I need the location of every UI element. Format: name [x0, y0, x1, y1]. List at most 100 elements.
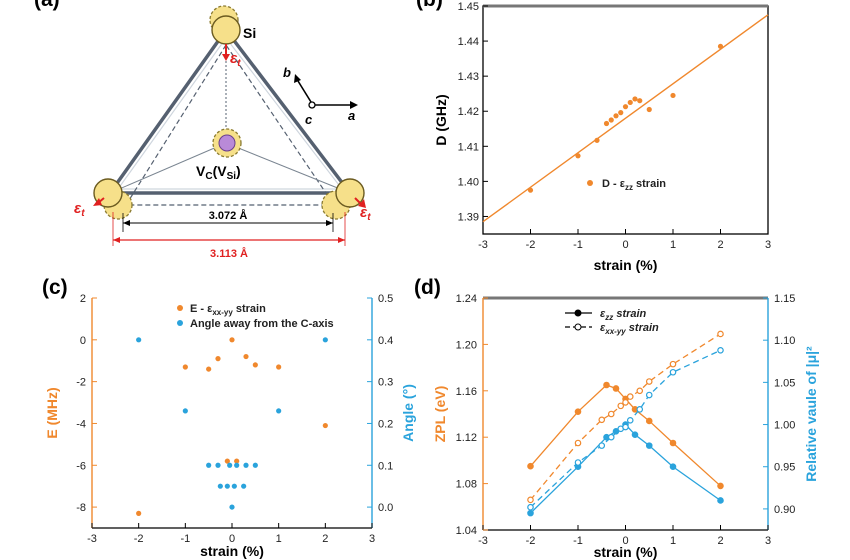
series-point — [645, 442, 653, 449]
legend-marker — [177, 320, 183, 326]
y-tick-label: 1.39 — [458, 211, 479, 223]
solid-series-line — [530, 423, 721, 514]
strain-arrow-right — [354, 197, 362, 205]
axis-origin — [308, 101, 316, 109]
angle-data-point — [322, 337, 328, 343]
chart-b-strain-vs-D: -3 -2 -1 0 1 2 3 1.39 1.40 1.41 1.42 1.43 1.44 1.45 st… — [433, 1, 771, 273]
axis-c-label: c — [305, 112, 313, 127]
legend-label-sub: xx-yy — [212, 308, 233, 317]
panel-d-letter: (d) — [414, 276, 441, 299]
series-point — [631, 431, 639, 438]
legend-label: εzz strain — [600, 308, 647, 322]
series-point — [636, 387, 644, 395]
x-tick-label: 1 — [276, 533, 282, 545]
right-y-axis-title: Relative vaule of |μ|² — [803, 346, 819, 482]
strain-arrowhead-left — [93, 198, 102, 206]
series-point — [574, 439, 582, 447]
x-tick-label: -3 — [478, 239, 488, 251]
E-data-point — [252, 362, 258, 368]
legend-label-main: E - ε — [190, 303, 213, 315]
fit-line — [482, 14, 769, 223]
strain-label-top: εt — [230, 50, 241, 69]
left-y-tick-label: 1.12 — [456, 432, 477, 444]
legend-label-main: ε — [600, 308, 606, 320]
strain-label-right: εt — [360, 204, 371, 223]
E-data-point — [243, 353, 249, 360]
right-y-tick-label: 1.05 — [774, 377, 795, 389]
left-y-tick-label: -8 — [76, 502, 86, 514]
data-point — [622, 104, 629, 110]
left-y-tick-label: -6 — [76, 460, 86, 472]
data-point — [603, 120, 610, 127]
right-y-tick-label: 1.15 — [774, 293, 795, 305]
data-point — [637, 98, 643, 104]
series-point — [527, 462, 534, 470]
E-data-point — [136, 510, 142, 516]
E-data-point — [224, 458, 230, 464]
x-tick-label: 1 — [670, 535, 676, 547]
angle-data-point — [182, 408, 188, 414]
x-tick-label: -3 — [478, 535, 488, 547]
legend-label-suffix: strain — [233, 303, 266, 315]
angle-data-point — [243, 462, 249, 468]
series-point — [574, 408, 582, 415]
dim-inner-label: 3.072 Å — [209, 209, 248, 222]
strain-arrowhead-right — [358, 199, 366, 208]
series-point — [612, 385, 620, 392]
legend-label-suffix: strain — [613, 308, 646, 320]
series-point — [527, 503, 534, 511]
data-point — [632, 96, 638, 102]
data-point — [717, 43, 724, 49]
series-point — [669, 463, 677, 471]
x-tick-label: -1 — [573, 535, 583, 547]
dashed-triangle — [124, 43, 336, 206]
strain-label-right-eps: ε — [360, 204, 368, 221]
series-point — [645, 378, 653, 385]
axis-a-label: a — [348, 108, 355, 123]
series-point — [645, 391, 653, 399]
strain-label-right-sub: t — [367, 212, 371, 223]
x-axis-title: strain (%) — [594, 544, 658, 560]
right-y-tick-label: 0.4 — [378, 335, 393, 347]
strain-arrowhead-top — [222, 54, 230, 61]
si-atom — [211, 15, 241, 45]
x-tick-label: -2 — [134, 533, 144, 545]
y-tick-label: 1.44 — [458, 36, 479, 48]
E-data-point — [215, 356, 221, 362]
si-label: Si — [243, 25, 256, 41]
legend-label-sub: xx-yy — [604, 327, 626, 336]
legend-label-suffix: strain — [633, 178, 666, 190]
left-y-tick-label: -2 — [76, 377, 86, 389]
strain-label-top-sub: t — [237, 58, 241, 69]
left-y-tick-label: 2 — [80, 293, 86, 305]
left-y-tick-label: 1.08 — [456, 479, 477, 491]
E-data-point — [276, 364, 282, 370]
vacancy-label-v: V — [196, 163, 206, 179]
x-tick-label: -2 — [526, 239, 536, 251]
data-point — [527, 187, 534, 193]
left-y-tick-label: 0 — [80, 335, 86, 347]
data-point — [618, 110, 624, 116]
legend-label-main: ε — [600, 322, 606, 334]
series-point — [636, 406, 644, 413]
angle-data-point — [241, 483, 247, 489]
dim-inner-arrow-right — [326, 220, 333, 226]
axis-b-label: b — [283, 65, 291, 80]
angle-data-point — [227, 462, 233, 468]
right-y-tick-label: 0.90 — [774, 504, 795, 516]
panel-b-letter: (b) — [416, 0, 443, 11]
x-tick-label: 0 — [229, 533, 235, 545]
strain-label-left: εt — [74, 200, 85, 219]
y-tick-label: 1.42 — [458, 106, 479, 118]
x-tick-label: 3 — [765, 239, 771, 251]
angle-data-point — [136, 337, 142, 343]
axis-a-arrowhead — [350, 101, 358, 109]
x-tick-label: -1 — [180, 533, 190, 545]
panel-c-letter: (c) — [42, 276, 68, 299]
angle-data-point — [217, 483, 223, 489]
series-point — [626, 417, 634, 424]
chart-c-E-and-angle: -3 -2 -1 0 1 2 3 -8 -6 -4 -2 0 2 0.0 0.1 0.2 0.3 0.4 0.5 st… — [44, 293, 416, 559]
series-point — [622, 423, 629, 431]
left-y-axis-title: ZPL (eV) — [432, 386, 448, 443]
